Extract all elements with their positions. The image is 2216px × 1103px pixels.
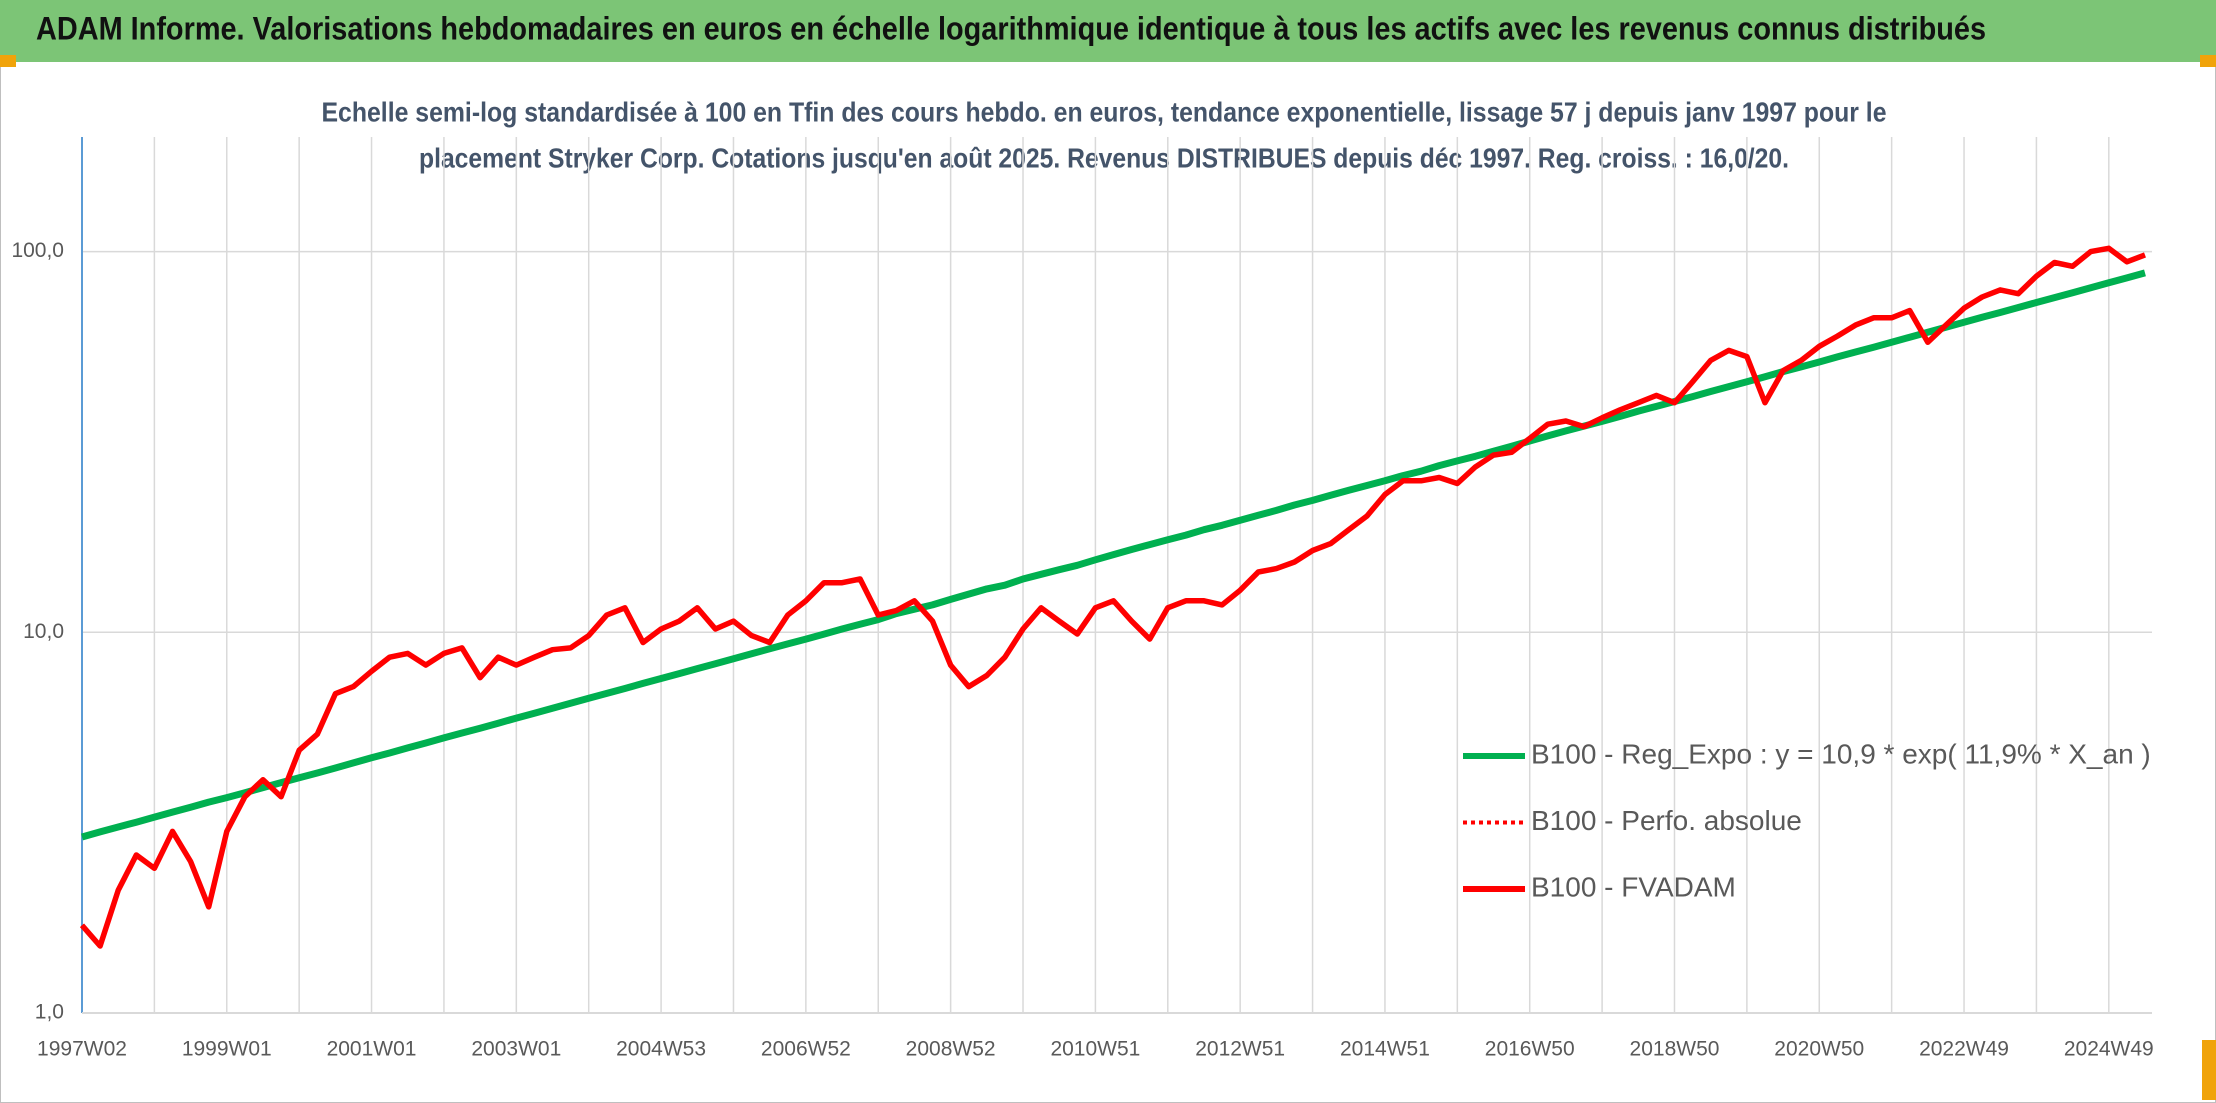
corner-mark (2200, 55, 2216, 67)
x-tick-label: 2020W50 (1774, 1038, 1864, 1061)
x-tick-label: 2024W49 (2064, 1038, 2154, 1061)
x-tick-label: 1999W01 (182, 1038, 272, 1061)
chart-subtitle: Echelle semi-log standardisée à 100 en T… (322, 96, 1887, 127)
x-tick-label: 2003W01 (471, 1038, 561, 1061)
x-tick-label: 2004W53 (616, 1038, 706, 1061)
y-tick-label: 1,0 (35, 1001, 64, 1024)
x-tick-label: 2008W52 (906, 1038, 996, 1061)
x-tick-label: 2006W52 (761, 1038, 851, 1061)
series-line (81, 269, 2146, 841)
grid: 1997W02 1999W01 2001W01 2003W01 2004W53 2006W… (11, 137, 2154, 1061)
corner-mark (2202, 1040, 2216, 1100)
y-tick-label: 10,0 (23, 620, 64, 643)
x-tick-label: 2001W01 (327, 1038, 417, 1061)
legend-label: B100 - Reg_Expo : y = 10,9 * exp( 11,9% … (1531, 738, 2151, 769)
corner-mark (0, 55, 16, 67)
x-tick-label: 2018W50 (1630, 1038, 1720, 1061)
x-tick-label: 2014W51 (1340, 1038, 1430, 1061)
y-tick-label: 100,0 (11, 239, 64, 262)
x-tick-label: 2022W49 (1919, 1038, 2009, 1061)
legend-label: B100 - Perfo. absolue (1531, 805, 1802, 836)
legend: B100 - Reg_Expo : y = 10,9 * exp( 11,9% … (1463, 738, 2151, 902)
x-tick-label: 2012W51 (1195, 1038, 1285, 1061)
series-line (79, 245, 2146, 949)
header-bar (0, 0, 2216, 62)
chart-subtitle: placement Stryker Corp. Cotations jusqu'… (419, 142, 1789, 173)
x-tick-label: 2016W50 (1485, 1038, 1575, 1061)
x-tick-label: 2010W51 (1050, 1038, 1140, 1061)
x-tick-label: 1997W02 (37, 1038, 127, 1061)
legend-label: B100 - FVADAM (1531, 871, 1736, 902)
chart-title: ADAM Informe. Valorisations hebdomadaire… (36, 10, 1986, 46)
plot-area (79, 245, 2146, 949)
